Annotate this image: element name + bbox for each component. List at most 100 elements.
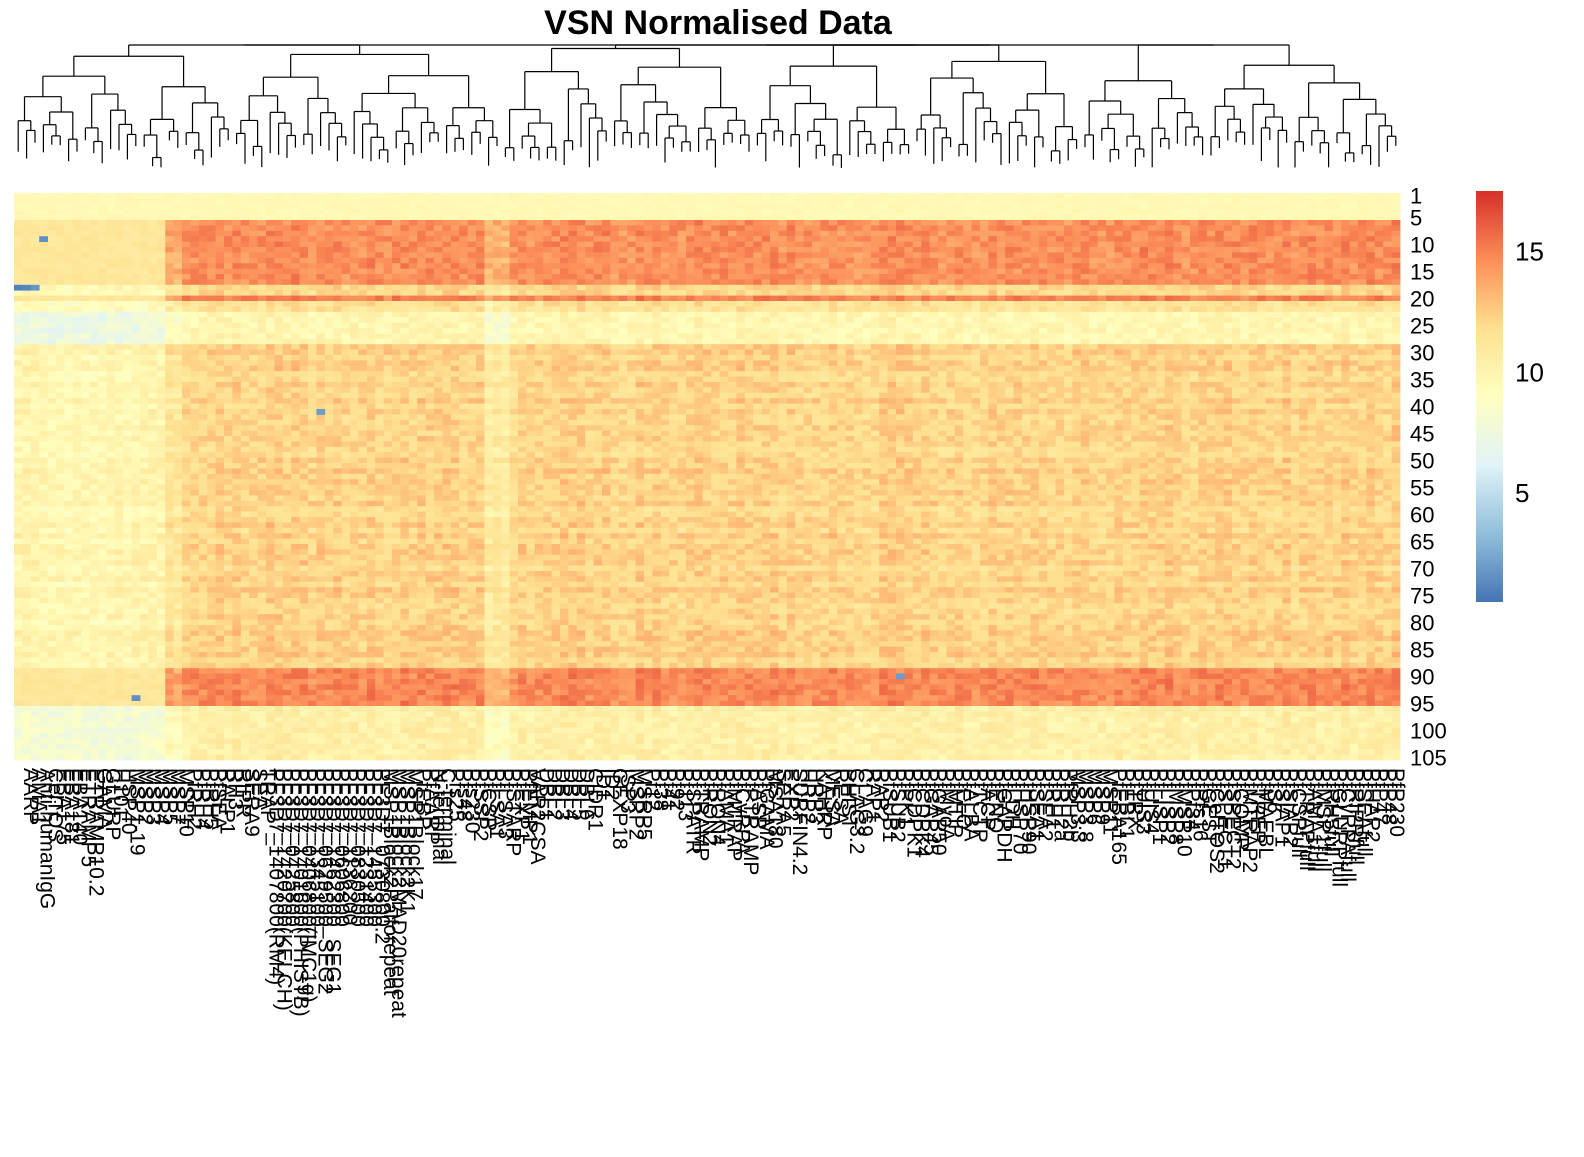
heatmap-cell [694, 328, 703, 334]
heatmap-cell [804, 328, 813, 334]
heatmap-cell [174, 220, 183, 226]
heatmap-cell [820, 236, 829, 242]
heatmap-cell [736, 312, 745, 318]
heatmap-cell [526, 247, 535, 253]
heatmap-cell [325, 242, 334, 248]
heatmap-cell [451, 236, 460, 242]
heatmap-cell [946, 312, 955, 318]
heatmap-cell [728, 317, 737, 323]
heatmap-cell [1165, 269, 1174, 275]
heatmap-cell [148, 328, 157, 334]
heatmap-cell [1098, 296, 1107, 302]
heatmap-cell [577, 225, 586, 231]
heatmap-cell [1207, 204, 1216, 210]
heatmap-cell [526, 204, 535, 210]
heatmap-cell [14, 269, 23, 275]
heatmap-cell [1047, 198, 1056, 204]
heatmap-cell [342, 312, 351, 318]
heatmap-cell [1249, 328, 1258, 334]
heatmap-cell [459, 215, 468, 221]
heatmap-cell [1240, 247, 1249, 253]
heatmap-cell [535, 323, 544, 329]
heatmap-cell [619, 274, 628, 280]
heatmap-cell [64, 290, 73, 296]
heatmap-cell [543, 220, 552, 226]
heatmap-cell [1308, 306, 1317, 312]
heatmap-cell [409, 204, 418, 210]
heatmap-cell [283, 274, 292, 280]
heatmap-cell [39, 312, 48, 318]
heatmap-cell [1072, 220, 1081, 226]
heatmap-cell [384, 252, 393, 258]
heatmap-cell [434, 193, 443, 199]
heatmap-cell [1375, 193, 1384, 199]
heatmap-cell [955, 274, 964, 280]
heatmap-cell [669, 317, 678, 323]
heatmap-cell [1316, 247, 1325, 253]
heatmap-cell [1341, 333, 1350, 339]
heatmap-cell [1257, 269, 1266, 275]
heatmap-cell [728, 236, 737, 242]
heatmap-cell [627, 231, 636, 237]
heatmap-cell [1291, 231, 1300, 237]
heatmap-cell [409, 323, 418, 329]
heatmap-cell [199, 215, 208, 221]
heatmap-cell [417, 198, 426, 204]
heatmap-cell [308, 274, 317, 280]
heatmap-cell [73, 301, 82, 307]
heatmap-cell [1232, 333, 1241, 339]
heatmap-cell [484, 317, 493, 323]
heatmap-cell [568, 193, 577, 199]
heatmap-cell [476, 312, 485, 318]
heatmap-cell [442, 231, 451, 237]
heatmap-cell [913, 301, 922, 307]
heatmap-cell [762, 317, 771, 323]
heatmap-cell [610, 204, 619, 210]
heatmap-cell [358, 323, 367, 329]
heatmap-cell [762, 306, 771, 312]
heatmap-cell [148, 236, 157, 242]
heatmap-cell [846, 279, 855, 285]
heatmap-cell [988, 323, 997, 329]
heatmap-cell [997, 198, 1006, 204]
heatmap-cell [535, 290, 544, 296]
heatmap-cell [1299, 306, 1308, 312]
heatmap-cell [459, 193, 468, 199]
heatmap-cell [753, 279, 762, 285]
heatmap-cell [31, 333, 40, 339]
heatmap-cell [216, 339, 225, 345]
heatmap-cell [73, 285, 82, 291]
heatmap-cell [140, 306, 149, 312]
heatmap-cell [81, 317, 90, 323]
heatmap-cell [31, 231, 40, 237]
heatmap-cell [190, 296, 199, 302]
heatmap-cell [132, 231, 141, 237]
heatmap-cell [199, 258, 208, 264]
heatmap-cell [829, 204, 838, 210]
heatmap-cell [1224, 198, 1233, 204]
heatmap-cell [22, 269, 31, 275]
heatmap-cell [283, 247, 292, 253]
heatmap-cell [22, 220, 31, 226]
heatmap-cell [274, 328, 283, 334]
heatmap-cell [997, 209, 1006, 215]
heatmap-cell [610, 296, 619, 302]
heatmap-cell [224, 306, 233, 312]
heatmap-cell [526, 274, 535, 280]
heatmap-cell [610, 328, 619, 334]
heatmap-cell [1198, 236, 1207, 242]
heatmap-cell [1383, 296, 1392, 302]
heatmap-cell [316, 204, 325, 210]
heatmap-cell [627, 306, 636, 312]
heatmap-cell [753, 220, 762, 226]
heatmap-cell [1064, 328, 1073, 334]
heatmap-cell [1081, 317, 1090, 323]
heatmap-cell [1350, 198, 1359, 204]
heatmap-cell [980, 263, 989, 269]
heatmap-cell [1333, 290, 1342, 296]
heatmap-cell [871, 285, 880, 291]
heatmap-cell [182, 312, 191, 318]
heatmap-cell [308, 204, 317, 210]
heatmap-cell [837, 263, 846, 269]
heatmap-cell [375, 339, 384, 345]
